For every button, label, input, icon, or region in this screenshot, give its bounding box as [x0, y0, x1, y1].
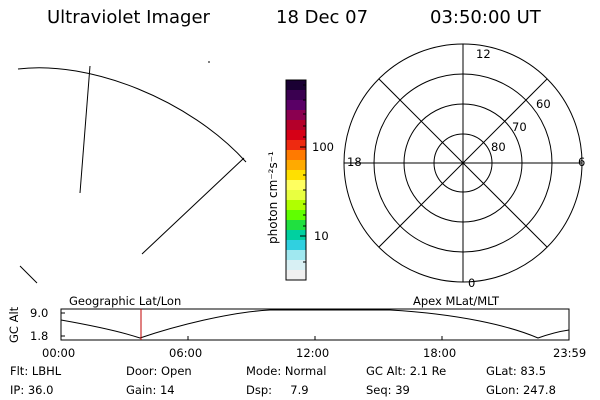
colorbar-band [286, 110, 306, 121]
timeline-xtick-2359: 23:59 [553, 346, 587, 360]
timeline-right-title: Apex MLat/MLT [413, 294, 500, 308]
timeline-yticks [61, 312, 65, 337]
map-horizon-arc [17, 67, 247, 163]
info-mode: Mode: Normal [246, 364, 327, 378]
colorbar-band [286, 180, 306, 191]
colorbar-band [286, 150, 306, 161]
colorbar-band [286, 130, 306, 141]
timeline-ytick-low: 1.8 [30, 329, 49, 343]
timeline-ytick-high: 9.0 [30, 306, 49, 320]
info-door: Door: Open [126, 364, 192, 378]
info-glon: GLon: 247.8 [486, 383, 556, 397]
colorbar-band [286, 270, 306, 281]
timeline-xticks [60, 336, 570, 340]
colorbar-unit-label: photon cm⁻²s⁻¹ [266, 151, 280, 244]
timeline-xtick-1200: 12:00 [296, 346, 330, 360]
map-edge-line [19, 265, 38, 284]
info-filter: Flt: LBHL [10, 364, 62, 378]
mlt-label-0: 0 [468, 276, 476, 290]
altitude-curve [60, 309, 570, 339]
colorbar-band [286, 170, 306, 181]
colorbar-band [286, 140, 306, 151]
colorbar-tick-100: 100 [312, 140, 334, 154]
instrument-title: Ultraviolet Imager [47, 7, 210, 28]
timeline-left-title: Geographic Lat/Lon [69, 294, 182, 308]
lat-label-80: 80 [491, 140, 506, 154]
mlt-label-12: 12 [476, 47, 491, 61]
timeline-xtick-0000: 00:00 [42, 346, 76, 360]
colorbar-band [286, 240, 306, 251]
map-lon-line-1 [79, 65, 91, 194]
colorbar-band [286, 200, 306, 211]
mlt-label-18: 18 [347, 155, 362, 169]
colorbar-band [286, 100, 306, 111]
colorbar-band [286, 120, 306, 131]
colorbar [286, 80, 306, 281]
mlt-label-6: 6 [578, 155, 586, 169]
colorbar-band [286, 160, 306, 171]
info-ip: IP: 36.0 [10, 383, 54, 397]
lat-label-70: 70 [512, 120, 527, 134]
timeline-xtick-0600: 06:00 [169, 346, 203, 360]
info-seq: Seq: 39 [366, 383, 410, 397]
lat-label-60: 60 [536, 97, 551, 111]
colorbar-frame [285, 79, 307, 281]
polar-diag-2 [378, 78, 548, 248]
colorbar-band [286, 230, 306, 241]
timeline-y-axis-label: GC Alt [7, 306, 21, 343]
map-lon-line-2 [141, 157, 245, 255]
colorbar-band [286, 80, 306, 91]
colorbar-band [286, 210, 306, 221]
colorbar-band [286, 260, 306, 271]
colorbar-band [286, 190, 306, 201]
timeline-frame [60, 308, 570, 341]
date-label: 18 Dec 07 [276, 7, 369, 28]
info-gain: Gain: 14 [126, 383, 175, 397]
colorbar-tick-10: 10 [314, 229, 329, 243]
colorbar-ticks [300, 84, 306, 263]
time-label: 03:50:00 UT [430, 7, 541, 28]
polar-grid [343, 43, 583, 283]
timeline-xtick-1800: 18:00 [423, 346, 457, 360]
colorbar-band [286, 250, 306, 261]
geographic-map [17, 61, 247, 284]
colorbar-band [286, 90, 306, 101]
colorbar-band [286, 220, 306, 231]
info-dsp: Dsp: 7.9 [246, 383, 309, 397]
info-gc-alt: GC Alt: 2.1 Re [366, 364, 447, 378]
info-glat: GLat: 83.5 [486, 364, 547, 378]
